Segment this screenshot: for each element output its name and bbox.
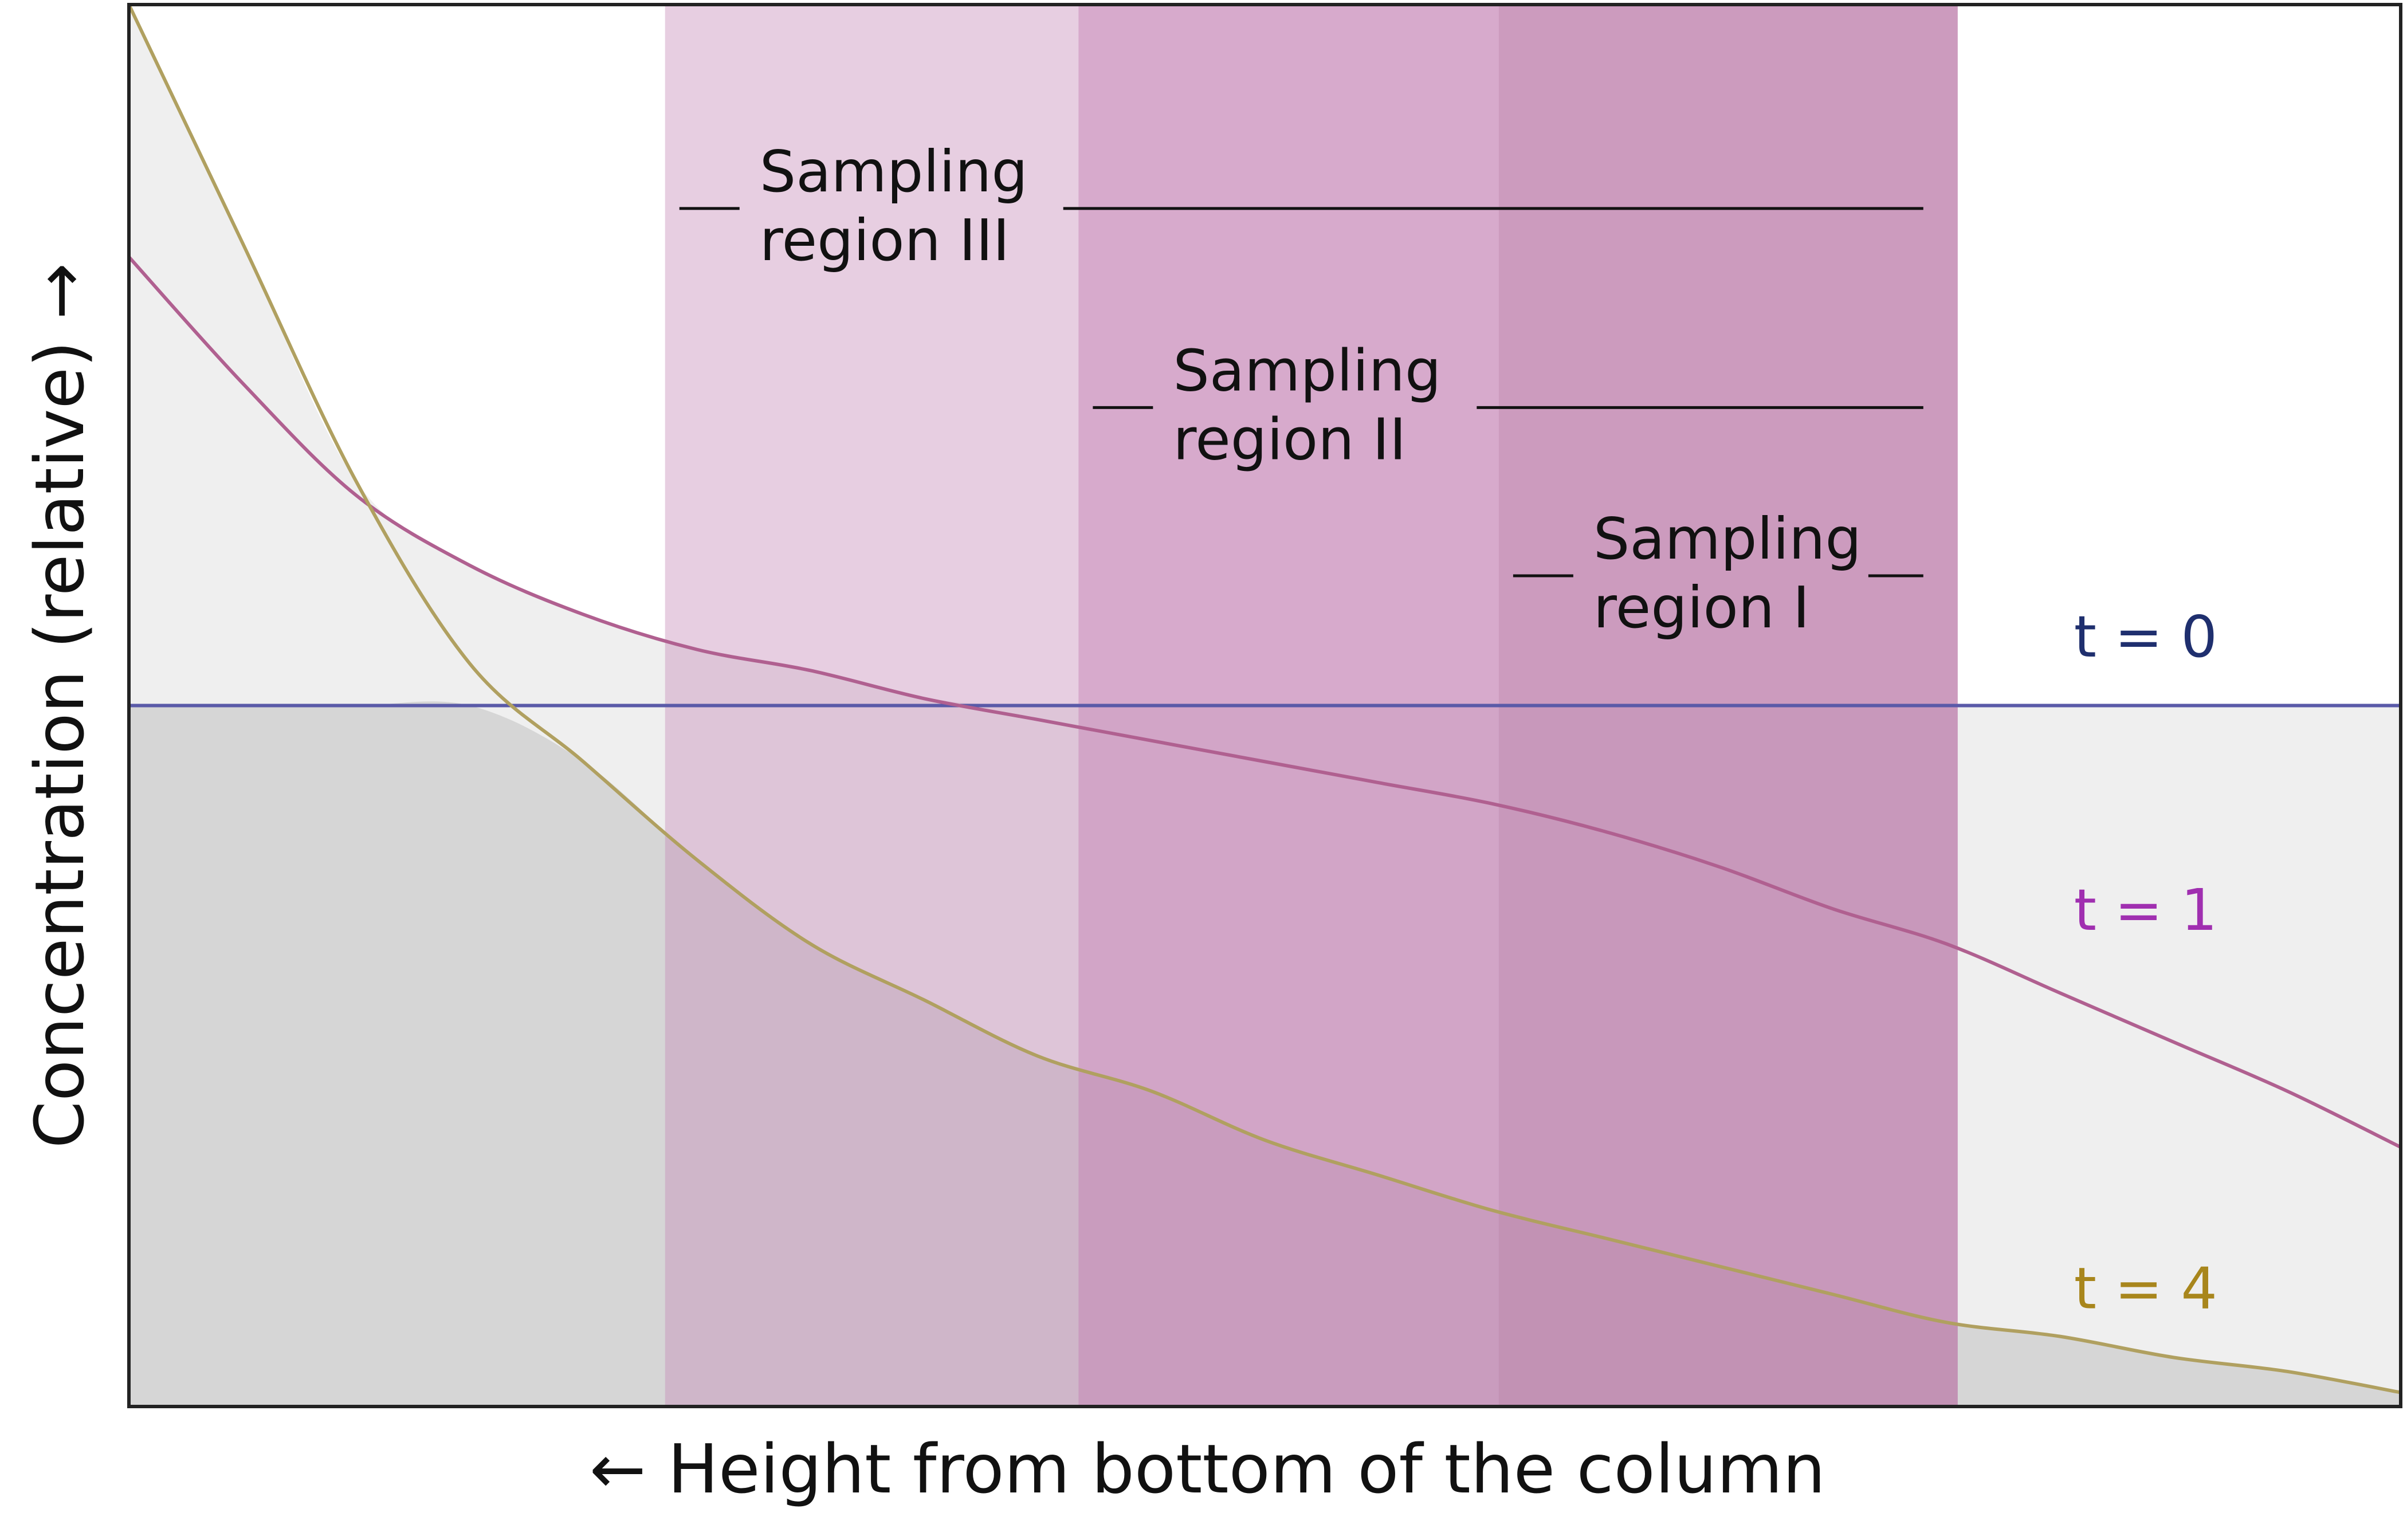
series-label-2: t = 4 (2074, 1255, 2217, 1322)
plot-frame (127, 3, 2402, 1408)
region-i-label-line1: Sampling (1593, 505, 1862, 572)
x-axis-label: ← Height from bottom of the column (590, 1429, 1825, 1508)
series-line-1 (127, 256, 2402, 1149)
region-iii-label-line2: region III (760, 207, 1010, 274)
region-iii-label-line1: Sampling (760, 138, 1028, 205)
series-label-0: t = 0 (2074, 603, 2217, 670)
region-i-label-line2: region I (1593, 574, 1810, 641)
region-ii-label-line2: region II (1173, 406, 1406, 473)
y-axis-label: Concentration (relative) → (20, 263, 99, 1149)
series-label-1: t = 1 (2074, 877, 2217, 944)
labels: ← Height from bottom of the column Conce… (20, 138, 2217, 1508)
series-line-2 (127, 3, 2401, 1394)
region-ii-label-line1: Sampling (1173, 337, 1441, 404)
lower-envelope-fill (129, 701, 2401, 1407)
series-lines (127, 3, 2402, 1394)
